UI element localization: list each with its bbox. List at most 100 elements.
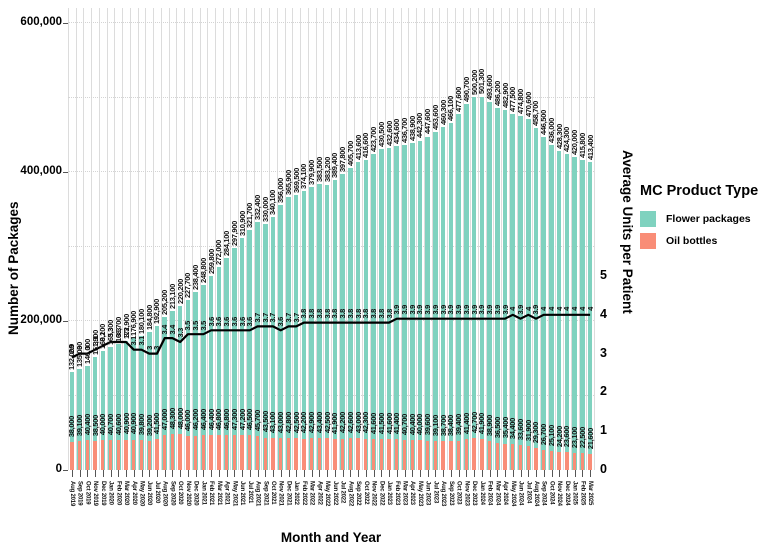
month-tick-label: May 2023 [417,481,423,507]
flower-bar [286,197,291,470]
vertical-gridline [307,8,309,470]
vertical-gridline [191,8,193,470]
oil-bar [433,440,438,470]
oil-bar [542,450,546,470]
flower-bar [162,317,167,470]
oil-bar [425,440,430,470]
oil-bar [178,434,182,470]
x-tick-mark [319,470,321,477]
month-tick-label: Mar 2024 [494,481,501,506]
left-axis-tick-600000: 600,000 [20,16,62,28]
horizontal-gridline [68,171,594,172]
x-tick-mark [288,470,290,477]
month-tick-label: Sep 2024 [540,481,547,506]
month-tick-label: Mar 2025 [587,481,594,506]
flower-bar [247,230,253,470]
vertical-gridline [68,8,69,470]
plot-area: 132,000 38,000 2.9 135,000 39,100 3 140,000 40,… [67,8,595,470]
oil-bar [472,438,476,470]
flower-bar [417,140,423,470]
month-tick-label: Sep 2023 [447,481,454,506]
flower-bar [564,153,570,470]
month-tick-label: Aug 2020 [161,481,168,507]
legend-item-oil: Oil bottles [640,233,776,249]
oil-bar [193,435,198,470]
x-tick-mark [497,470,499,477]
oil-bar [325,438,329,470]
vertical-gridline [377,8,379,470]
oil-bar [511,444,515,470]
vertical-gridline [439,8,441,470]
month-tick-label: Aug 2019 [68,481,75,507]
right-axis-tick-4: 4 [600,307,607,321]
x-tick-mark [126,470,127,477]
flower-bar [309,187,314,470]
oil-bar [139,440,144,470]
vertical-gridline [485,8,487,470]
vertical-gridline [563,8,565,470]
oil-bar [534,448,538,470]
month-tick-label: Jul 2024 [525,481,532,504]
month-tick-label: Nov 2022 [370,481,377,506]
flower-bar [332,179,338,470]
flower-bar [77,369,82,470]
x-tick-mark [180,470,182,477]
flower-bar [525,119,531,470]
month-tick-label: Feb 2021 [208,481,215,506]
flower-bar [255,222,260,470]
month-tick-label: Jan 2022 [293,481,300,505]
month-tick-label: Jul 2022 [339,481,346,504]
x-tick-mark [311,470,313,477]
month-tick-label: Dec 2024 [563,481,570,506]
vertical-gridline [276,8,278,470]
vertical-gridline [83,8,85,470]
x-tick-mark [187,470,189,477]
vertical-gridline [354,8,356,470]
vertical-gridline [292,8,294,470]
horizontal-gridline [68,394,594,396]
oil-bar [518,445,523,470]
legend-label-oil: Oil bottles [666,235,718,247]
line-value-label: 3.1 [136,336,146,346]
x-tick-mark [249,470,251,477]
x-tick-mark [141,470,143,477]
oil-bar [186,435,190,470]
right-axis-title: Average Units per Patient [620,150,635,314]
vertical-gridline [338,8,340,470]
legend-label-flower: Flower packages [666,213,751,225]
y-tick-mark [63,320,68,322]
flower-bar [572,157,577,470]
vertical-gridline [539,8,541,470]
month-tick-label: Nov 2020 [184,481,191,506]
x-tick-mark [396,470,398,477]
flower-bar [201,284,206,470]
oil-bar [279,438,283,470]
vertical-gridline [106,8,108,470]
oil-bar [503,443,507,470]
flower-bar [146,332,152,470]
x-tick-mark [435,470,437,477]
oil-bar [124,439,128,470]
x-tick-mark [265,470,267,477]
flower-bar [293,194,299,470]
month-tick-label: May 2021 [231,481,238,507]
oil-bar [456,440,461,470]
vertical-gridline [516,8,518,470]
flower-value-label: 413,400 [585,134,595,160]
flower-bar [386,147,392,470]
oil-bar [588,453,592,470]
flower-bar [402,144,407,470]
x-tick-mark [590,470,592,477]
month-tick-label: Oct 2019 [84,481,91,505]
x-tick-mark [520,470,522,477]
flower-bar [216,267,222,470]
flower-bar [208,276,214,470]
x-tick-mark [420,470,421,477]
x-tick-mark [566,470,568,477]
x-tick-mark [257,470,259,477]
flower-bar [193,292,198,470]
vertical-gridline [477,8,479,470]
month-tick-label: Jul 2020 [154,481,160,504]
oil-bar [108,439,113,470]
x-tick-mark [358,470,360,477]
